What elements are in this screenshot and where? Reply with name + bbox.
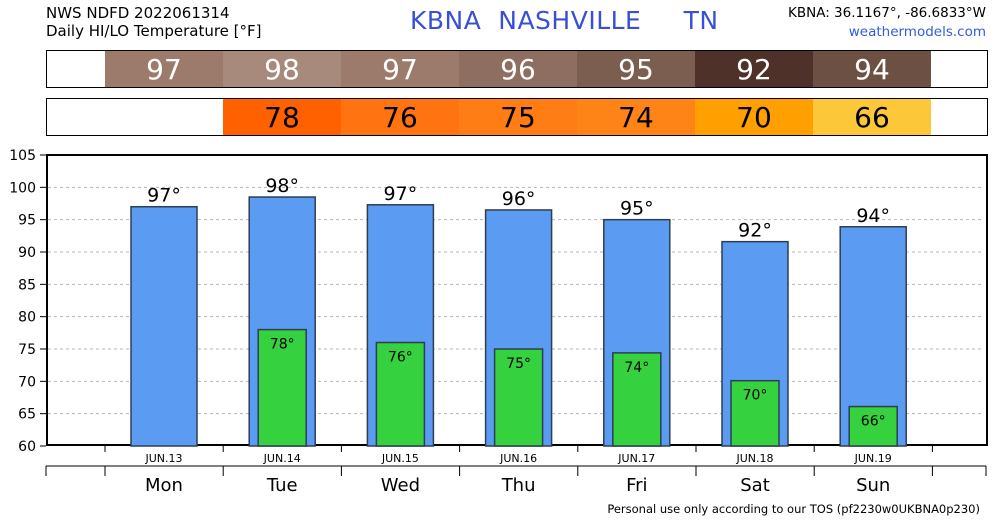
station-title: KBNA NASHVILLE TN (410, 6, 719, 35)
high-temp-strip: 97 98 97 96 95 92 94 (46, 50, 988, 88)
y-tick-label: 80 (18, 310, 36, 326)
low-temp-cell: 66 (813, 99, 931, 135)
high-value-label: 97° (384, 183, 418, 205)
site-link[interactable]: weathermodels.com (848, 24, 986, 40)
y-tick-label: 70 (18, 374, 36, 390)
high-value-label: 97° (147, 185, 181, 207)
y-tick-label: 60 (18, 439, 36, 455)
day-label: Mon (145, 475, 183, 496)
header-left: NWS NDFD 2022061314 Daily HI/LO Temperat… (46, 4, 262, 40)
high-temp-cell: 97 (105, 51, 223, 87)
high-temp-cell: 97 (341, 51, 459, 87)
date-label: JUN.19 (854, 452, 892, 465)
low-temp-cell: 76 (341, 99, 459, 135)
y-tick-label: 100 (9, 180, 36, 196)
y-tick-label: 85 (18, 277, 36, 293)
low-bar (848, 405, 898, 447)
high-temp-cell: 95 (577, 51, 695, 87)
high-temp-cell: 94 (813, 51, 931, 87)
high-bar (130, 205, 198, 447)
date-label: JUN.13 (144, 452, 182, 465)
high-value-label: 94° (856, 205, 890, 227)
date-label: JUN.15 (381, 452, 419, 465)
footer-note: Personal use only according to our TOS (… (607, 502, 980, 516)
y-tick-label: 75 (18, 342, 36, 358)
coords-label: KBNA: 36.1167°, -86.6833°W (787, 5, 986, 21)
low-value-label: 74° (624, 360, 649, 376)
header-right: KBNA: 36.1167°, -86.6833°W weathermodels… (788, 4, 986, 42)
low-temp-cell (105, 99, 223, 135)
high-value-label: 95° (620, 198, 654, 220)
source-label: NWS NDFD 2022061314 (46, 4, 230, 22)
low-temp-cell: 75 (459, 99, 577, 135)
date-label: JUN.16 (499, 452, 537, 465)
day-label: Tue (266, 475, 298, 496)
date-label: JUN.18 (735, 452, 773, 465)
low-bar (612, 352, 662, 447)
low-bar (730, 379, 780, 447)
day-label: Sat (740, 475, 770, 496)
high-temp-cell: 92 (695, 51, 813, 87)
y-tick-label: 95 (18, 213, 36, 229)
date-label: JUN.14 (263, 452, 301, 465)
day-label: Sun (856, 475, 890, 496)
day-label: Fri (626, 475, 647, 496)
low-value-label: 66° (861, 414, 886, 430)
low-value-label: 70° (743, 388, 768, 404)
low-temp-cell: 70 (695, 99, 813, 135)
low-bar (375, 341, 426, 447)
low-temp-strip: 78 76 75 74 70 66 (46, 98, 988, 136)
day-label: Thu (501, 475, 536, 496)
low-bar (493, 348, 544, 447)
low-value-label: 78° (270, 337, 295, 353)
day-label: Wed (381, 475, 420, 496)
high-value-label: 92° (738, 220, 772, 242)
product-label: Daily HI/LO Temperature [°F] (46, 22, 262, 40)
low-value-label: 76° (388, 350, 413, 366)
low-temp-cell: 74 (577, 99, 695, 135)
high-value-label: 98° (265, 175, 299, 197)
y-tick-label: 105 (9, 148, 36, 164)
y-tick-label: 65 (18, 407, 36, 423)
low-value-label: 75° (506, 356, 531, 372)
low-temp-cell: 78 (223, 99, 341, 135)
high-temp-cell: 96 (459, 51, 577, 87)
y-tick-label: 90 (18, 245, 36, 261)
date-label: JUN.17 (617, 452, 655, 465)
high-value-label: 96° (502, 188, 536, 210)
low-bar (257, 328, 307, 447)
high-temp-cell: 98 (223, 51, 341, 87)
